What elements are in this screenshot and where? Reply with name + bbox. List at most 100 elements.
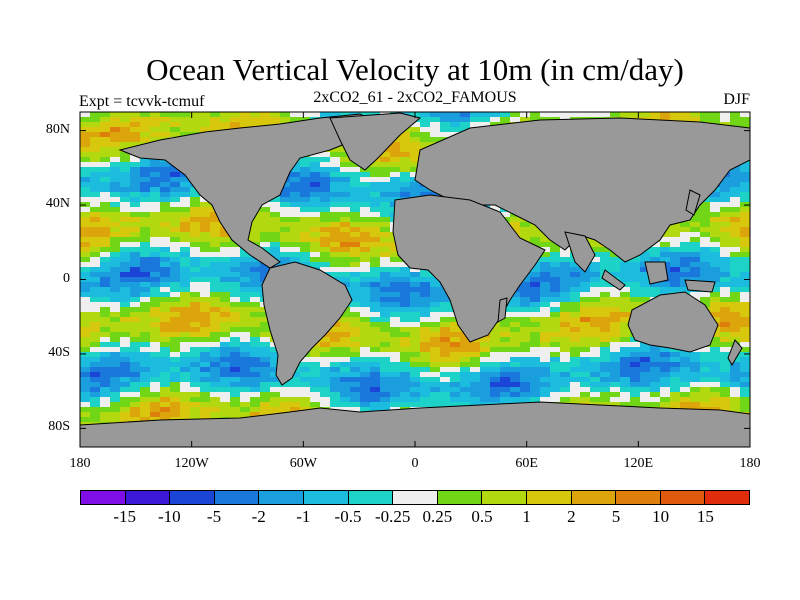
field-cell xyxy=(80,387,91,393)
field-cell xyxy=(350,312,361,318)
field-cell xyxy=(180,112,191,118)
field-cell xyxy=(140,297,151,303)
field-cell xyxy=(720,112,731,118)
field-cell xyxy=(680,392,691,398)
field-cell xyxy=(80,382,91,388)
field-cell xyxy=(120,252,131,258)
field-cell xyxy=(740,292,750,298)
field-cell xyxy=(150,407,161,413)
field-cell xyxy=(520,117,531,123)
field-cell xyxy=(400,402,411,408)
field-cell xyxy=(540,392,551,398)
field-cell xyxy=(710,342,721,348)
field-cell xyxy=(150,402,161,408)
field-cell xyxy=(410,312,421,318)
lat-label: 80S xyxy=(48,419,70,435)
field-cell xyxy=(580,297,591,303)
field-cell xyxy=(420,392,431,398)
field-cell xyxy=(710,277,721,283)
field-cell xyxy=(340,172,351,178)
field-cell xyxy=(110,367,121,373)
field-cell xyxy=(520,387,531,393)
field-cell xyxy=(700,212,711,218)
field-cell xyxy=(440,302,451,308)
field-cell xyxy=(190,292,201,298)
field-cell xyxy=(600,347,611,353)
field-cell xyxy=(590,342,601,348)
field-cell xyxy=(330,167,341,173)
field-cell xyxy=(290,372,301,378)
field-cell xyxy=(370,342,381,348)
field-cell xyxy=(590,387,601,393)
field-cell xyxy=(590,247,601,253)
field-cell xyxy=(100,147,111,153)
field-cell xyxy=(250,262,261,268)
field-cell xyxy=(490,367,501,373)
field-cell xyxy=(240,347,251,353)
field-cell xyxy=(680,352,691,358)
field-cell xyxy=(170,112,181,118)
field-cell xyxy=(120,377,131,383)
field-cell xyxy=(190,262,201,268)
field-cell xyxy=(350,302,361,308)
field-cell xyxy=(280,117,291,123)
field-cell xyxy=(420,297,431,303)
field-cell xyxy=(500,332,511,338)
field-cell xyxy=(240,402,251,408)
field-cell xyxy=(370,167,381,173)
field-cell xyxy=(390,337,401,343)
field-cell xyxy=(240,117,251,123)
field-cell xyxy=(170,317,181,323)
field-cell xyxy=(300,372,311,378)
field-cell xyxy=(540,357,551,363)
field-cell xyxy=(170,292,181,298)
field-cell xyxy=(730,207,741,213)
field-cell xyxy=(370,202,381,208)
field-cell xyxy=(370,362,381,368)
field-cell xyxy=(420,312,431,318)
field-cell xyxy=(720,292,731,298)
field-cell xyxy=(310,167,321,173)
field-cell xyxy=(200,407,211,413)
field-cell xyxy=(290,212,301,218)
field-cell xyxy=(570,397,581,403)
field-cell xyxy=(480,372,491,378)
field-cell xyxy=(540,292,551,298)
field-cell xyxy=(290,392,301,398)
field-cell xyxy=(140,337,151,343)
field-cell xyxy=(130,227,141,233)
field-cell xyxy=(560,267,571,273)
field-cell xyxy=(740,172,750,178)
field-cell xyxy=(110,292,121,298)
field-cell xyxy=(610,302,621,308)
field-cell xyxy=(590,112,601,118)
field-cell xyxy=(320,387,331,393)
field-cell xyxy=(520,287,531,293)
field-cell xyxy=(730,302,741,308)
field-cell xyxy=(740,402,750,408)
field-cell xyxy=(150,247,161,253)
field-cell xyxy=(730,117,741,123)
field-cell xyxy=(740,167,750,173)
field-cell xyxy=(640,292,651,298)
field-cell xyxy=(490,327,501,333)
field-cell xyxy=(530,342,541,348)
field-cell xyxy=(340,162,351,168)
field-cell xyxy=(310,352,321,358)
field-cell xyxy=(390,372,401,378)
field-cell xyxy=(320,377,331,383)
field-cell xyxy=(370,177,381,183)
field-cell xyxy=(300,237,311,243)
field-cell xyxy=(610,367,621,373)
field-cell xyxy=(390,147,401,153)
field-cell xyxy=(430,382,441,388)
field-cell xyxy=(620,322,631,328)
field-cell xyxy=(200,372,211,378)
field-cell xyxy=(640,252,651,258)
field-cell xyxy=(120,352,131,358)
field-cell xyxy=(400,272,411,278)
field-cell xyxy=(260,122,271,128)
field-cell xyxy=(480,367,491,373)
field-cell xyxy=(350,277,361,283)
field-cell xyxy=(380,212,391,218)
